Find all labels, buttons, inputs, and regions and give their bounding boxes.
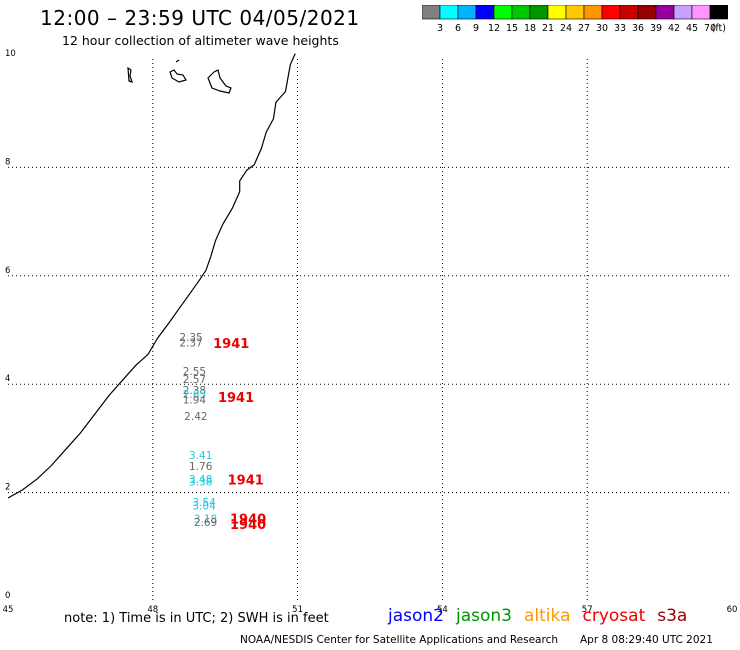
x-tick-label: 51 <box>292 605 303 615</box>
y-tick-label: 0 <box>5 591 10 601</box>
x-tick-label: 54 <box>437 605 448 615</box>
page-subtitle: 12 hour collection of altimeter wave hei… <box>62 33 339 48</box>
wave-height-value: 1.94 <box>183 395 207 407</box>
wave-height-points: 2.352.37 2.552.572.382.651.94 2.42 3.411.76… <box>179 332 217 529</box>
legend-entry-jason2: jason2 <box>388 606 444 626</box>
coastline <box>7 53 296 499</box>
y-tick-label: 4 <box>5 374 10 384</box>
wave-height-value: 2.37 <box>179 337 202 349</box>
wave-height-value: 3.54 <box>192 497 216 509</box>
y-tick-label: 6 <box>5 266 10 276</box>
colorbar-label: 70 <box>704 23 716 34</box>
generated-timestamp: Apr 8 08:29:40 UTC 2021 <box>580 634 713 646</box>
island-outline <box>175 59 180 63</box>
colorbar-label: 24 <box>560 23 572 34</box>
colorbar-label: 45 <box>686 23 698 34</box>
y-tick-label: 8 <box>5 157 10 167</box>
colorbar-label: 33 <box>614 23 626 34</box>
y-tick-label: 10 <box>5 49 16 59</box>
wave-height-value: 1.76 <box>189 461 213 473</box>
island-outline <box>207 69 232 94</box>
island-outline <box>127 66 133 83</box>
wave-height-value: 2.65 <box>183 389 206 401</box>
x-tick-label: 48 <box>147 605 158 615</box>
colorbar-label: 18 <box>524 23 536 34</box>
island-outline <box>169 69 187 83</box>
colorbar-swatch <box>709 5 728 20</box>
color-scale-legend: 3 6 9 12 15 18 21 24 27 30 33 36 39 42 45 70(ft) <box>422 5 728 34</box>
wave-height-value: 2.42 <box>184 411 207 423</box>
page-title: 12:00 – 23:59 UTC 04/05/2021 <box>40 6 360 30</box>
wave-height-value: 2.35 <box>179 332 202 344</box>
colorbar-label: 12 <box>488 23 500 34</box>
wave-height-value: 3.48 <box>189 474 212 486</box>
wave-height-value: 2.55 <box>183 366 206 378</box>
pass-time-label: 1940 <box>230 512 266 527</box>
x-tick-label: 57 <box>582 605 593 615</box>
colorbar-label: 21 <box>542 23 554 34</box>
satellite-legend: jason2 jason3 altika cryosat s3a <box>388 606 699 626</box>
credit-text: NOAA/NESDIS Center for Satellite Applica… <box>240 634 558 646</box>
legend-entry-jason3: jason3 <box>456 606 512 626</box>
island-outlines <box>127 59 232 94</box>
x-tick-label: 60 <box>727 605 738 615</box>
pass-time-label: 1941 <box>218 391 254 406</box>
wave-height-value: 3.38 <box>189 477 212 489</box>
pass-time-label: 1941 <box>213 337 249 352</box>
colorbar-label: 6 <box>455 23 461 34</box>
colorbar-label: 9 <box>473 23 479 34</box>
legend-entry-altika: altika <box>524 606 571 626</box>
colorbar-label: 3 <box>437 23 443 34</box>
colorbar-label: 15 <box>506 23 518 34</box>
colorbar-label: 27 <box>578 23 590 34</box>
pass-time-label: 1940 <box>230 518 266 533</box>
x-tick-label: 45 <box>3 605 14 615</box>
wave-height-value: 3.18 <box>194 513 217 525</box>
wave-height-value: 2.38 <box>183 385 206 397</box>
footer-note: note: 1) Time is in UTC; 2) SWH is in fe… <box>64 611 329 626</box>
pass-time-label: 1941 <box>228 473 264 488</box>
colorbar-label: 42 <box>668 23 680 34</box>
legend-entry-cryosat: cryosat <box>582 606 646 626</box>
colorbar-label: 39 <box>650 23 662 34</box>
colorbar-label: 36 <box>632 23 644 34</box>
y-tick-label: 2 <box>5 483 10 493</box>
colorbar-label: 30 <box>596 23 608 34</box>
wave-height-value: 3.04 <box>192 500 216 512</box>
wave-height-value: 3.41 <box>189 450 212 462</box>
colorbar-unit: (ft) <box>712 23 726 34</box>
wave-height-value: 2.57 <box>183 374 206 386</box>
grid-lines <box>8 59 732 601</box>
legend-entry-s3a: s3a <box>657 606 688 626</box>
wave-height-value: 2.69 <box>194 517 217 529</box>
